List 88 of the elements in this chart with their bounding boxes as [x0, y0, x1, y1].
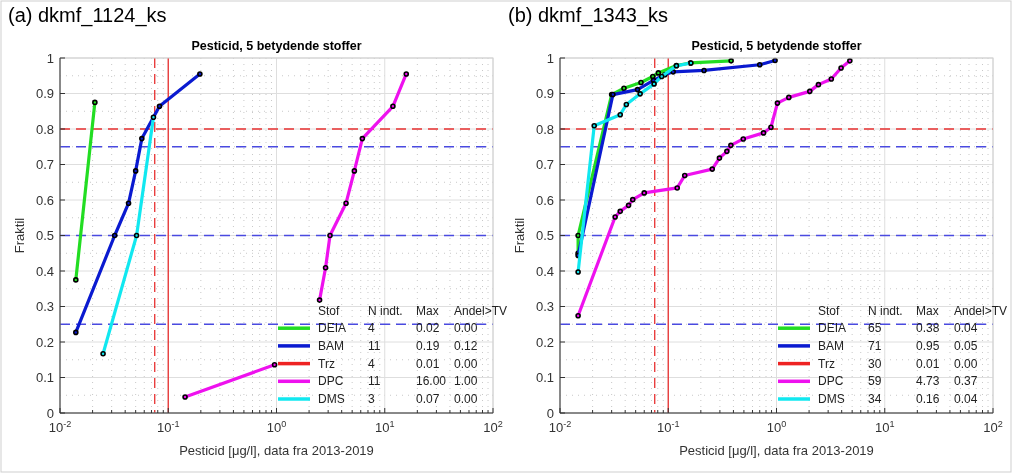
x-tick-label: 10$^{-1}$: [656, 419, 680, 435]
y-tick-label: 0.1: [535, 370, 554, 385]
legend-label: Trz: [818, 356, 835, 371]
x-tick-label: 10$^{-2}$: [548, 419, 572, 435]
annotation: 0.37: [954, 374, 978, 389]
x-tick-label: 10$^{-2}$: [48, 419, 72, 435]
legend-label: DMS: [818, 392, 845, 406]
annotation: 1.00: [454, 374, 478, 389]
chart-title: (a) dkmf_1124_ks: [8, 4, 167, 27]
y-tick-label: 0.8: [535, 121, 554, 137]
y-axis-title: Fraktil: [512, 217, 527, 254]
annotation: Max: [916, 303, 939, 318]
legend-label: DEIA: [818, 321, 847, 336]
annotation: N indt.: [868, 303, 903, 318]
annotation: 0.00: [454, 392, 478, 406]
annotation: 0.95: [916, 338, 940, 353]
annotation: 0.19: [416, 338, 440, 353]
y-tick-label: 0.9: [535, 86, 554, 101]
legend-label: DEIA: [318, 321, 347, 336]
legend-title: Stof: [818, 303, 841, 318]
annotation: 3: [368, 392, 375, 406]
legend-label: DMS: [318, 392, 345, 406]
annotation: 30: [868, 356, 882, 371]
legend-label: DPC: [318, 374, 344, 389]
y-tick-label: 0.4: [35, 263, 54, 279]
legend-label: BAM: [318, 338, 345, 353]
y-tick-label: 0.7: [535, 157, 554, 172]
chart-subtitle: Pesticid, 5 betydende stoffer: [691, 39, 862, 53]
y-tick-label: 0.8: [35, 121, 54, 137]
annotation: 4.73: [916, 374, 940, 389]
y-tick-label: 1: [46, 50, 54, 66]
annotation: N indt.: [368, 303, 403, 318]
annotation: 0.16: [916, 392, 940, 406]
annotation: 34: [868, 392, 882, 406]
annotation: 71: [868, 338, 882, 353]
y-tick-label: 0.5: [535, 228, 554, 243]
y-tick-label: 0: [546, 405, 554, 421]
y-tick-label: 0: [46, 405, 54, 421]
x-tick-label: 10$^{-1}$: [156, 419, 180, 435]
annotation: 0.00: [454, 356, 478, 371]
y-tick-label: 0.6: [535, 192, 554, 208]
annotation: 0.00: [954, 356, 978, 371]
annotation: Andel>TV: [454, 303, 508, 318]
legend-label: Trz: [318, 356, 335, 371]
annotation: 16.00: [416, 374, 447, 389]
x-tick-label: 10$^{0}$: [266, 419, 287, 435]
annotation: 0.00: [454, 321, 478, 336]
x-axis-title: Pesticid [μg/l], data fra 2013-2019: [679, 443, 874, 458]
chart-title: (b) dkmf_1343_ks: [508, 4, 669, 27]
y-tick-label: 0.3: [35, 299, 54, 314]
annotation: 11: [368, 374, 381, 389]
annotation: Andel>TV: [954, 303, 1008, 318]
annotation: 11: [368, 338, 381, 353]
annotation: 65: [868, 321, 882, 336]
y-tick-label: 0.2: [35, 334, 54, 350]
chart-subtitle: Pesticid, 5 betydende stoffer: [191, 39, 362, 53]
y-tick-label: 0.4: [535, 263, 554, 279]
y-tick-label: 0.3: [535, 299, 554, 314]
y-tick-label: 1: [546, 50, 554, 66]
annotation: 0.04: [954, 321, 978, 336]
legend-title: Stof: [318, 303, 341, 318]
annotation: 0.02: [416, 321, 440, 336]
y-tick-label: 0.6: [35, 192, 54, 208]
annotation: 0.05: [954, 338, 978, 353]
annotation: 4: [368, 321, 375, 336]
annotation: 0.01: [416, 356, 440, 371]
y-tick-label: 0.2: [535, 334, 554, 350]
y-tick-label: 0.7: [35, 157, 54, 172]
y-tick-label: 0.9: [35, 86, 54, 101]
annotation: Max: [416, 303, 439, 318]
annotation: 0.01: [916, 356, 940, 371]
y-axis-title: Fraktil: [12, 217, 27, 254]
x-tick-label: 10$^{0}$: [766, 419, 787, 435]
annotation: 4: [368, 356, 375, 371]
x-tick-label: 10$^{1}$: [374, 419, 395, 435]
annotation: 59: [868, 374, 882, 389]
annotation: 0.12: [454, 338, 478, 353]
x-tick-label: 10$^{1}$: [874, 419, 895, 435]
x-axis-title: Pesticid [μg/l], data fra 2013-2019: [179, 443, 374, 458]
annotation: 0.07: [416, 392, 440, 406]
legend-label: BAM: [818, 338, 845, 353]
y-tick-label: 0.1: [35, 370, 54, 385]
annotation: 0.04: [954, 392, 978, 406]
x-tick-label: 10$^{2}$: [483, 419, 503, 435]
y-tick-label: 0.5: [35, 228, 54, 243]
x-tick-label: 10$^{2}$: [983, 419, 1003, 435]
annotation: 0.38: [916, 321, 940, 336]
legend-label: DPC: [818, 374, 844, 389]
